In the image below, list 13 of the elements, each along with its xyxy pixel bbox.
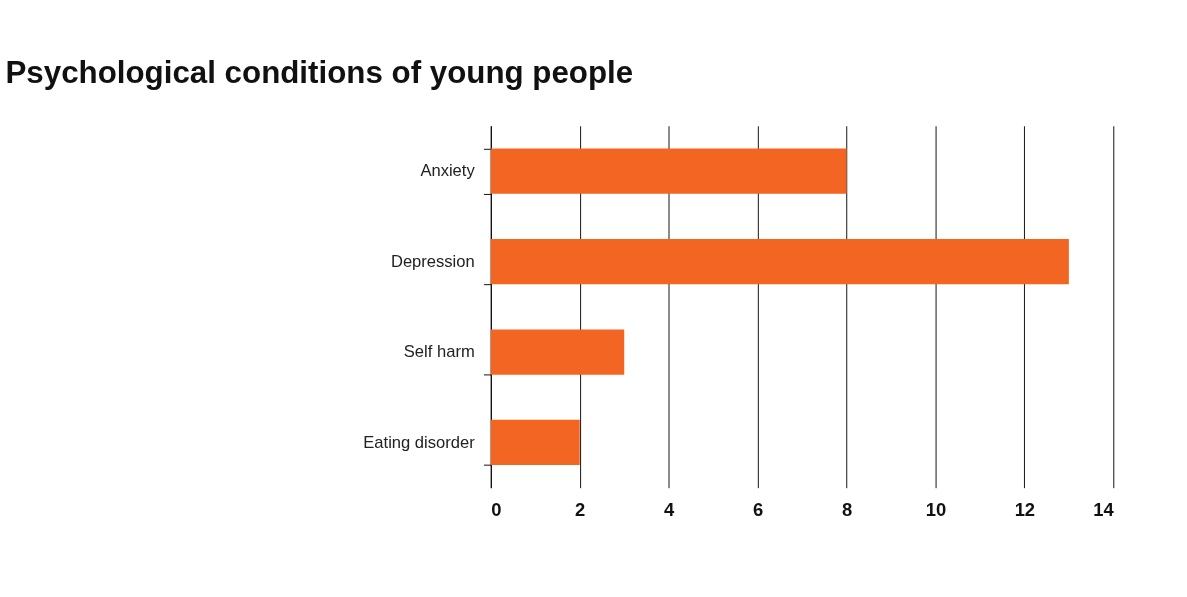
y-tick-label: Depression [390,251,475,271]
y-tick-label: Anxiety [420,161,476,181]
x-tick-label: 12 [1014,498,1036,520]
x-tick-label: 4 [664,498,676,520]
x-tick-label: 10 [925,498,947,520]
x-tick-label: 2 [575,498,586,520]
x-tick-label: 6 [752,498,764,520]
x-tick-label: 8 [841,498,853,520]
x-tick-label: 14 [1093,498,1115,520]
x-tick-label: 0 [491,498,502,520]
chart-title: Psychological conditions of young people [5,55,634,91]
y-tick-label: Eating disorder [363,432,476,452]
y-tick-label: Self harm [403,342,475,362]
